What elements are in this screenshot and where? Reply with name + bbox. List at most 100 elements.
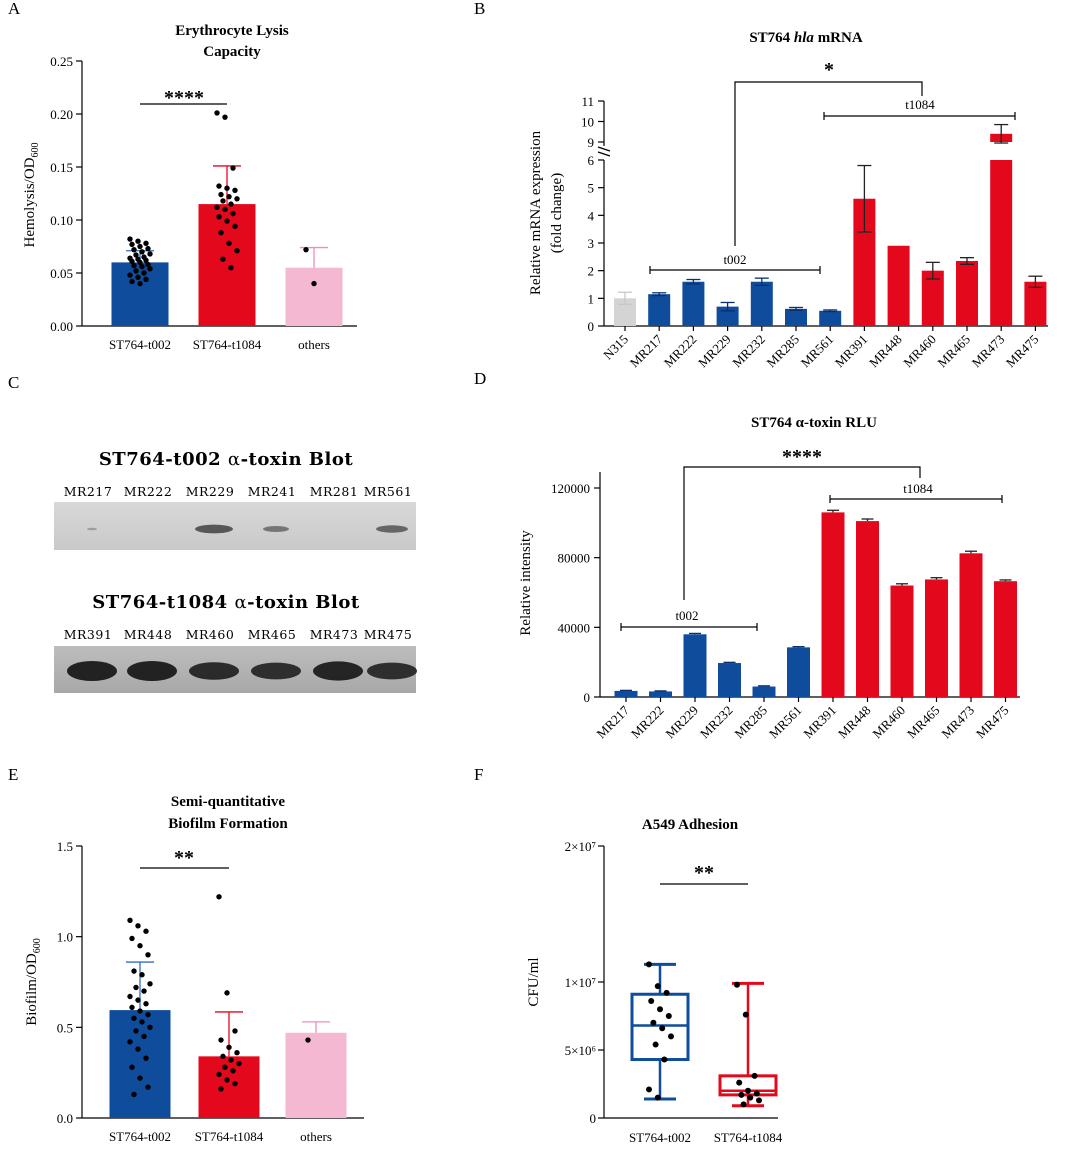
- chart-b-bracket-t1084-label: t1084: [905, 97, 935, 112]
- chart-d-bar: [787, 647, 810, 697]
- chart-e-data-point: [145, 952, 151, 958]
- chart-a-data-point: [137, 280, 143, 287]
- chart-a-ytick-label: 0.15: [50, 160, 73, 175]
- chart-b-bar: [750, 281, 773, 326]
- chart-d-bar: [925, 579, 948, 697]
- chart-e-data-point: [137, 1008, 143, 1014]
- chart-a-data-point: [127, 236, 133, 242]
- chart-e-title-line2: Biofilm Formation: [168, 816, 288, 832]
- chart-f-data-point: [756, 1097, 762, 1104]
- chart-a-ylabel-sub: 600: [30, 143, 41, 158]
- chart-b-significance: *: [824, 59, 834, 81]
- chart-a-data-point: [141, 270, 147, 276]
- chart-b-significance-bracket: [734, 81, 923, 246]
- chart-b-ytick-label: 4: [588, 208, 595, 223]
- chart-f-data-point: [734, 981, 740, 988]
- chart-f-ytick-label: 0: [590, 1111, 597, 1126]
- chart-a549-adhesion: A549 Adhesion CFU/ml ** 0 5×10⁶ 1×10⁷ 2×10⁷…: [526, 817, 783, 1145]
- panel-letter-f: F: [474, 765, 483, 784]
- chart-b-xtick-label: MR448: [866, 332, 905, 371]
- chart-d-xtick-label: MR217: [593, 702, 632, 741]
- chart-e-data-point: [232, 1028, 238, 1034]
- chart-b-bar: [819, 310, 842, 326]
- panel-letter-e: E: [8, 765, 18, 784]
- blot-lane-label: MR561: [364, 484, 413, 499]
- chart-a-data-point: [222, 206, 228, 213]
- chart-d-bar: [649, 691, 672, 697]
- blot-lane-label: MR281: [310, 484, 359, 499]
- blot-band: [87, 527, 97, 531]
- chart-d-bracket-t1084-label: t1084: [903, 481, 933, 496]
- chart-e-data-point: [218, 1086, 224, 1092]
- chart-e-data-point: [147, 981, 153, 987]
- chart-b-bar: [956, 260, 978, 326]
- chart-f-data-point: [646, 1086, 652, 1093]
- chart-e-significance: **: [174, 847, 194, 869]
- chart-b-xtick-label: N315: [600, 332, 631, 363]
- chart-b-ytick-label: 6: [588, 153, 595, 168]
- chart-a-data-point: [216, 183, 222, 189]
- blot-lane-label: MR473: [310, 627, 359, 642]
- chart-b-bar: [785, 308, 807, 326]
- chart-e-xtick-label: others: [300, 1129, 332, 1144]
- panel-letter-a: A: [8, 0, 21, 18]
- chart-a-data-point: [232, 187, 238, 194]
- chart-b-bar-lower: [990, 160, 1013, 326]
- chart-alpha-toxin-rlu: ST764 α-toxin RLU Relative intensity ***…: [518, 415, 1020, 741]
- western-blots: ST764-t002 α-toxin Blot ST764-t1084 α-to…: [54, 449, 417, 693]
- blot-band: [195, 524, 233, 534]
- chart-b-bracket-t002-label: t002: [723, 252, 746, 267]
- chart-e-data-point: [230, 1068, 236, 1074]
- chart-e-data-point: [131, 1091, 137, 1098]
- chart-b-ytick-label: 5: [588, 181, 595, 196]
- chart-a-data-point: [234, 248, 240, 254]
- chart-a-data-point: [216, 214, 222, 220]
- chart-e-data-point: [232, 1080, 238, 1087]
- chart-e-ylabel-main: Biofilm/OD: [24, 953, 40, 1026]
- chart-a-ylabel-main: Hemolysis/OD: [22, 157, 38, 247]
- chart-e-data-point: [145, 1011, 151, 1018]
- chart-a-data-point: [137, 243, 143, 250]
- chart-d-xtick-label: MR473: [938, 703, 977, 742]
- panel-letter-b: B: [474, 0, 485, 18]
- chart-e-data-point: [236, 1060, 242, 1067]
- chart-b-xtick-label: MR285: [763, 332, 802, 371]
- chart-e-data-point: [133, 984, 139, 991]
- chart-a-data-point: [234, 196, 240, 202]
- blot-2-title: ST764-t1084 α-toxin Blot: [92, 592, 360, 613]
- chart-e-data-point: [135, 923, 141, 929]
- chart-f-xtick-label: ST764-t002: [629, 1130, 691, 1145]
- chart-b-bar: [1024, 281, 1047, 326]
- blot-lane-label: MR241: [248, 484, 297, 499]
- chart-a-data-point: [143, 240, 149, 247]
- chart-d-significance-bracket: [683, 466, 921, 600]
- chart-a-data-point: [133, 252, 139, 258]
- chart-e-data-point: [224, 1077, 230, 1083]
- chart-a-xtick-label: ST764-t002: [109, 337, 171, 352]
- chart-d-bar: [614, 690, 638, 697]
- chart-a-data-point: [147, 266, 153, 272]
- blot-band: [367, 662, 417, 680]
- chart-b-ytick-label: 1: [588, 291, 595, 306]
- chart-d-xtick-label: MR391: [800, 703, 839, 742]
- chart-f-data-point: [663, 989, 670, 996]
- chart-f-data-point: [753, 1090, 760, 1097]
- chart-b-ytick-label: 0: [588, 319, 595, 334]
- chart-a-ytick-label: 0.20: [50, 107, 73, 122]
- chart-d-bar: [821, 512, 845, 697]
- chart-d-ytick-label: 40000: [558, 620, 591, 635]
- chart-e-ylabel: Biofilm/OD600: [24, 938, 43, 1026]
- chart-a-data-point: [143, 276, 149, 283]
- chart-e-data-point: [305, 1037, 311, 1043]
- chart-a-data-point: [218, 191, 224, 198]
- chart-e-data-point: [216, 894, 222, 900]
- chart-d-title: ST764 α-toxin RLU: [751, 415, 877, 431]
- chart-f-xtick-label: ST764-t1084: [714, 1130, 783, 1145]
- chart-e-data-point: [139, 1019, 145, 1025]
- chart-a-title-line2: Capacity: [203, 44, 261, 60]
- chart-a-ytick-label: 0.25: [50, 54, 73, 69]
- chart-d-bar: [959, 553, 983, 697]
- chart-e-data-point: [127, 917, 133, 924]
- chart-e-ytick-label: 0.0: [57, 1111, 73, 1126]
- blot-lane-label: MR391: [64, 627, 113, 642]
